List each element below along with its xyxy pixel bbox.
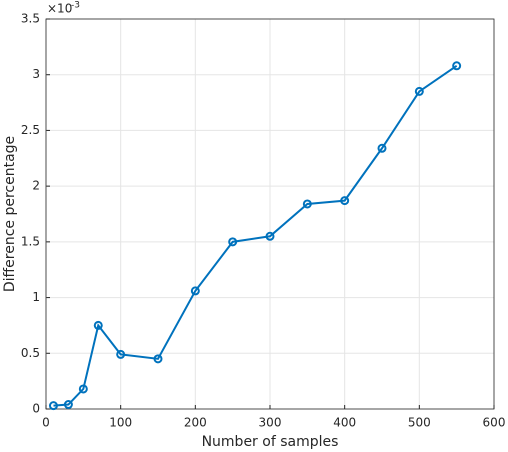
x-axis-label: Number of samples — [202, 434, 339, 450]
x-tick-label: 500 — [408, 416, 431, 430]
data-point — [153, 354, 163, 364]
y-tick-label: 2.5 — [21, 123, 40, 137]
x-tick-label: 600 — [483, 416, 506, 430]
y-tick-label: 3.5 — [21, 12, 40, 26]
y-multiplier-exponent: -3 — [71, 1, 80, 11]
y-tick-label: 3 — [32, 67, 40, 81]
data-point — [190, 286, 200, 296]
x-tick-label: 0 — [42, 416, 50, 430]
series-line — [53, 64, 458, 407]
x-tick-label: 200 — [184, 416, 207, 430]
x-tick-label: 100 — [109, 416, 132, 430]
y-tick-label: 1.5 — [21, 234, 40, 248]
data-point — [414, 86, 424, 96]
data-point — [452, 61, 462, 71]
data-point — [228, 237, 238, 247]
axes-box — [45, 18, 495, 410]
data-point — [48, 401, 58, 411]
data-point — [63, 400, 73, 410]
data-point — [302, 199, 312, 209]
y-tick-label: 0.5 — [21, 346, 40, 360]
data-point — [78, 384, 88, 394]
data-point — [340, 196, 350, 206]
y-tick-label: 2 — [32, 179, 40, 193]
data-point — [377, 143, 387, 153]
data-point — [265, 231, 275, 241]
x-tick-label: 300 — [259, 416, 282, 430]
y-tick-label: 0 — [32, 402, 40, 416]
data-point — [116, 349, 126, 359]
x-tick-label: 400 — [333, 416, 356, 430]
y-multiplier-base: ×10 — [47, 2, 72, 16]
y-axis-label: Difference percentage — [2, 136, 18, 292]
y-tick-label: 1 — [32, 290, 40, 304]
data-point — [93, 320, 103, 330]
